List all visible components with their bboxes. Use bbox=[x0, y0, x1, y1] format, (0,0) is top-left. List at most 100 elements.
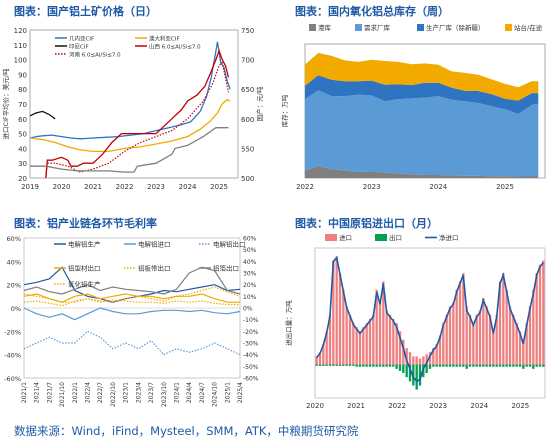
bar-mark bbox=[365, 364, 368, 367]
margin-chart: -60% -40% -20% 0% 20% 40% 60% -60% -50% -40% -30% -… bbox=[4, 235, 259, 407]
bar-mark bbox=[425, 364, 428, 373]
alumina-stock-chart: 2022 2023 2024 2025 库存：万吨 港库 需求厂库 生产厂库（除新疆） 站台/在… bbox=[280, 23, 546, 191]
bar-mark bbox=[495, 314, 498, 365]
bar-mark bbox=[462, 364, 465, 367]
area-series bbox=[305, 90, 539, 177]
bar-mark bbox=[338, 273, 342, 365]
area-series bbox=[305, 75, 539, 114]
x-tick-label: 2021 bbox=[347, 402, 365, 410]
legend-swatch bbox=[325, 234, 337, 241]
y2-axis-label: 国产：元/吨 bbox=[255, 86, 264, 121]
bar-mark bbox=[485, 306, 488, 365]
y2-tick-label: 550 bbox=[241, 145, 254, 153]
legend-label: 印尼CIF bbox=[69, 44, 89, 51]
series-line bbox=[23, 286, 241, 303]
x-tick-label: 2023 bbox=[429, 402, 447, 410]
bar-mark bbox=[318, 364, 322, 366]
x-tick-label: 2024/1 bbox=[173, 382, 180, 403]
bar-mark bbox=[385, 364, 388, 367]
bar-mark bbox=[345, 306, 348, 365]
bar-mark bbox=[378, 302, 382, 365]
y2-tick-label: 500 bbox=[241, 175, 254, 183]
bar-mark bbox=[532, 289, 535, 365]
y-tick-label: 70 bbox=[18, 101, 27, 109]
bar-mark bbox=[455, 364, 458, 367]
bar-mark bbox=[358, 364, 362, 367]
bar-mark bbox=[392, 318, 395, 365]
bar-mark bbox=[445, 364, 448, 367]
y2-tick-label: -20% bbox=[243, 329, 259, 336]
y-tick-label: 50 bbox=[18, 131, 27, 139]
y2-tick-label: -30% bbox=[243, 341, 259, 348]
y-tick-label: 30 bbox=[18, 160, 27, 168]
x-tick-label: 2024/4 bbox=[186, 382, 193, 403]
y2-tick-label: 30% bbox=[243, 271, 257, 278]
y2-tick-label: -60% bbox=[243, 376, 259, 383]
bar-mark bbox=[422, 356, 425, 365]
series-line bbox=[45, 48, 230, 179]
bar-mark bbox=[478, 364, 482, 367]
bar-mark bbox=[448, 364, 452, 367]
y-tick-label: 120 bbox=[14, 27, 27, 35]
bar-mark bbox=[402, 364, 405, 373]
bar-mark bbox=[508, 364, 512, 367]
bar-mark bbox=[392, 364, 395, 367]
bauxite-price-chart: 20 30 40 50 60 70 80 90 100 110 120 500 550 600 650 700… bbox=[1, 27, 264, 191]
bar-mark bbox=[345, 364, 348, 366]
y-tick-label: 20% bbox=[7, 282, 21, 290]
bar-mark bbox=[365, 323, 368, 365]
y-tick-label: 60 bbox=[18, 116, 27, 124]
bar-mark bbox=[495, 364, 498, 367]
bar-mark bbox=[338, 364, 342, 366]
chart-title-bauxite: 图表：国产铝土矿价格（日） bbox=[14, 5, 157, 18]
x-tick-label: 2022/10 bbox=[110, 382, 117, 407]
legend-swatch bbox=[355, 24, 362, 31]
x-tick-label: 2022/1 bbox=[72, 382, 79, 403]
y-tick-label: -60% bbox=[4, 375, 21, 383]
bar-mark bbox=[442, 364, 445, 367]
y-tick-label: 0% bbox=[11, 305, 21, 313]
bar-mark bbox=[508, 306, 512, 365]
area-series bbox=[305, 52, 539, 101]
bar-mark bbox=[412, 364, 415, 386]
x-tick-label: 2025/4 bbox=[237, 382, 244, 403]
bar-mark bbox=[432, 364, 435, 367]
bar-mark bbox=[415, 364, 418, 390]
x-tick-label: 2021 bbox=[84, 183, 102, 191]
legend-label: 净进口 bbox=[439, 233, 459, 242]
legend-label: 铝箔出口 bbox=[213, 264, 239, 273]
legend-swatch bbox=[375, 234, 387, 241]
bar-mark bbox=[515, 364, 518, 367]
bar-mark bbox=[328, 314, 332, 365]
bar-mark bbox=[468, 364, 472, 367]
y2-tick-label: 50% bbox=[243, 247, 257, 254]
x-tick-label: 2020 bbox=[53, 183, 71, 191]
bar-mark bbox=[442, 323, 445, 365]
chart-title-raw-al-trade: 图表：中国原铝进出口（月） bbox=[295, 217, 438, 230]
bar-mark bbox=[525, 364, 528, 367]
x-tick-label: 2019 bbox=[21, 183, 39, 191]
bar-mark bbox=[382, 364, 385, 367]
bar-mark bbox=[472, 364, 475, 367]
bar-mark bbox=[515, 323, 518, 365]
y-tick-label: 90 bbox=[18, 71, 27, 79]
bar-mark bbox=[465, 364, 468, 369]
bar-mark bbox=[405, 364, 408, 378]
x-tick-label: 2022/4 bbox=[85, 382, 92, 403]
bar-mark bbox=[438, 364, 442, 367]
bar-mark bbox=[398, 364, 402, 371]
legend-swatch bbox=[505, 24, 512, 31]
legend-label: 几内亚CIF bbox=[69, 35, 94, 43]
legend-label: 生产厂库（除新疆） bbox=[426, 23, 485, 32]
y-axis-label: 库存：万吨 bbox=[280, 94, 289, 127]
bar-mark bbox=[455, 289, 458, 365]
bar-mark bbox=[518, 364, 522, 367]
y-tick-label: 80 bbox=[18, 86, 27, 94]
plot-frame bbox=[314, 247, 546, 399]
bar-mark bbox=[492, 364, 495, 367]
bar-mark bbox=[505, 364, 508, 367]
series-line bbox=[23, 266, 241, 303]
bar-mark bbox=[322, 364, 325, 366]
series-line bbox=[316, 255, 544, 383]
bar-mark bbox=[458, 364, 462, 367]
